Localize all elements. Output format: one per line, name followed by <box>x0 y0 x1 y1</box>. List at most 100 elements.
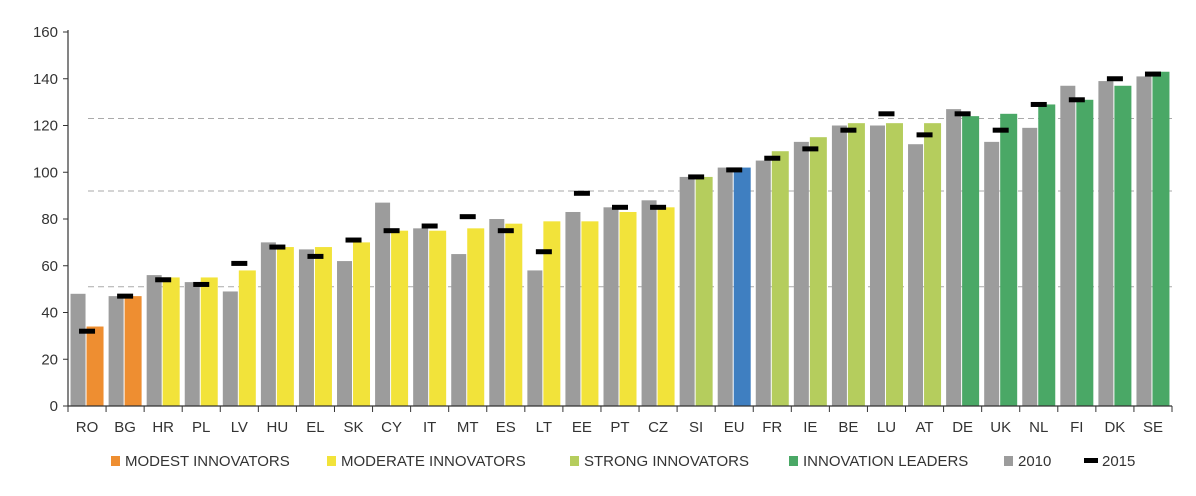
bar-2010-dk <box>1098 81 1114 407</box>
bar-2010-at <box>908 144 924 406</box>
bar-2010-pt <box>603 207 619 406</box>
bar-2010-lu <box>869 125 885 406</box>
x-tick-label-se: SE <box>1143 419 1163 436</box>
x-tick-label-it: IT <box>423 419 436 436</box>
marker-2015-ee <box>573 190 590 196</box>
bar-2010-mt <box>451 254 467 406</box>
marker-2015-hu <box>269 244 286 250</box>
bar-current-de <box>962 116 980 407</box>
marker-2015-nl <box>1030 101 1047 107</box>
legend-label-4: 2010 <box>1018 453 1051 470</box>
x-tick-label-el: EL <box>306 419 324 436</box>
bar-current-mt <box>467 228 485 406</box>
x-tick-label-bg: BG <box>114 419 136 436</box>
x-tick-label-fi: FI <box>1070 419 1083 436</box>
bar-current-sk <box>353 242 371 406</box>
bar-current-fi <box>1076 99 1094 406</box>
x-tick-label-es: ES <box>496 419 516 436</box>
bar-current-bg <box>124 296 142 406</box>
marker-2015-lu <box>878 111 895 117</box>
marker-2015-hr <box>155 277 172 283</box>
y-tick-label-20: 20 <box>41 351 58 368</box>
marker-2015-cy <box>383 228 400 234</box>
bar-2010-lt <box>527 270 543 406</box>
x-tick-label-pt: PT <box>610 419 629 436</box>
bar-2010-fi <box>1060 85 1076 406</box>
bar-current-eu <box>733 167 751 406</box>
marker-2015-de <box>954 111 971 117</box>
legend-swatch-5 <box>1084 458 1098 463</box>
y-tick-label-160: 160 <box>33 24 58 41</box>
marker-2015-el <box>307 253 324 259</box>
x-tick-label-pl: PL <box>192 419 210 436</box>
bar-2010-de <box>946 109 962 406</box>
marker-2015-es <box>497 228 514 234</box>
bar-current-nl <box>1038 104 1056 407</box>
legend-label-1: MODERATE INNOVATORS <box>341 453 526 470</box>
bar-current-cz <box>657 207 675 406</box>
marker-2015-it <box>421 223 438 229</box>
marker-2015-ie <box>802 146 819 152</box>
x-tick-label-de: DE <box>952 419 973 436</box>
bar-current-se <box>1152 71 1170 407</box>
marker-2015-dk <box>1106 76 1123 82</box>
marker-2015-lt <box>535 249 552 255</box>
x-tick-label-ro: RO <box>76 419 99 436</box>
marker-2015-uk <box>992 127 1009 133</box>
bar-2010-sk <box>337 261 353 406</box>
x-tick-label-lv: LV <box>231 419 248 436</box>
bar-2010-be <box>831 125 847 406</box>
bar-current-uk <box>1000 113 1018 406</box>
bar-current-dk <box>1114 85 1132 406</box>
bar-2010-fr <box>755 160 771 406</box>
marker-2015-pt <box>612 204 628 210</box>
marker-2015-bg <box>117 293 134 299</box>
bar-2010-ro <box>70 293 86 406</box>
bar-current-hu <box>276 247 294 406</box>
marker-2015-pl <box>193 281 210 287</box>
marker-2015-si <box>688 174 705 180</box>
bar-current-fr <box>771 151 789 406</box>
x-tick-label-sk: SK <box>344 419 364 436</box>
legend-swatch-0 <box>111 456 120 466</box>
legend-label-0: MODEST INNOVATORS <box>125 453 290 470</box>
bar-2010-hr <box>146 275 162 406</box>
legend-swatch-1 <box>327 456 336 466</box>
marker-2015-sk <box>345 237 362 243</box>
marker-2015-mt <box>459 214 476 220</box>
y-tick-label-0: 0 <box>50 398 58 415</box>
bar-current-pl <box>200 277 218 406</box>
x-tick-label-eu: EU <box>724 419 745 436</box>
bar-2010-se <box>1136 76 1152 406</box>
bar-2010-pl <box>184 282 200 406</box>
bar-2010-cz <box>641 200 657 406</box>
bar-current-el <box>314 247 332 406</box>
bar-2010-ie <box>793 141 809 407</box>
bar-current-ro <box>86 326 104 406</box>
legend-label-5: 2015 <box>1102 453 1135 470</box>
y-tick-label-60: 60 <box>41 258 58 275</box>
x-tick-label-cy: CY <box>381 419 402 436</box>
marker-2015-at <box>916 132 933 138</box>
y-tick-label-80: 80 <box>41 211 58 228</box>
x-tick-label-cz: CZ <box>648 419 668 436</box>
bar-current-be <box>847 123 865 406</box>
x-tick-label-hu: HU <box>267 419 289 436</box>
bar-2010-es <box>489 219 505 406</box>
x-tick-label-ie: IE <box>803 419 817 436</box>
x-tick-label-be: BE <box>838 419 858 436</box>
bar-2010-hu <box>260 242 276 406</box>
y-tick-label-100: 100 <box>33 164 58 181</box>
y-tick-label-120: 120 <box>33 118 58 135</box>
bar-current-si <box>695 176 713 406</box>
bar-2010-lv <box>222 291 238 406</box>
bar-current-ee <box>581 221 599 406</box>
marker-2015-ro <box>79 328 96 334</box>
x-tick-label-lt: LT <box>536 419 552 436</box>
legend-label-2: STRONG INNOVATORS <box>584 453 749 470</box>
marker-2015-se <box>1144 71 1161 77</box>
bar-2010-nl <box>1022 127 1038 407</box>
x-tick-label-mt: MT <box>457 419 479 436</box>
